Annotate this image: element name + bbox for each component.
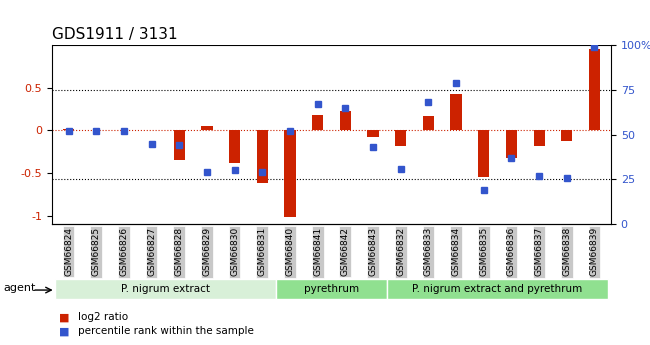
Bar (478, 130, 489, 177)
Bar (506, 130, 517, 158)
Text: ■: ■ (58, 313, 69, 322)
Bar (229, 130, 240, 163)
Bar (202, 126, 213, 130)
Text: P. nigrum extract and pyrethrum: P. nigrum extract and pyrethrum (412, 284, 582, 294)
Bar (561, 130, 572, 140)
Bar (367, 130, 378, 137)
Bar (534, 130, 545, 146)
FancyBboxPatch shape (55, 279, 276, 299)
Text: ■: ■ (58, 326, 69, 336)
Text: P. nigrum extract: P. nigrum extract (121, 284, 210, 294)
Bar (450, 95, 462, 130)
Text: log2 ratio: log2 ratio (78, 313, 128, 322)
Bar (422, 116, 434, 130)
Bar (174, 130, 185, 160)
Bar (395, 130, 406, 146)
Bar (285, 130, 296, 217)
Bar (589, 49, 600, 130)
Bar (257, 130, 268, 183)
Bar (340, 111, 351, 130)
Text: GDS1911 / 3131: GDS1911 / 3131 (52, 27, 177, 42)
FancyBboxPatch shape (276, 279, 387, 299)
Text: percentile rank within the sample: percentile rank within the sample (78, 326, 254, 336)
Text: pyrethrum: pyrethrum (304, 284, 359, 294)
Bar (312, 115, 323, 130)
Text: agent: agent (3, 283, 35, 293)
Bar (63, 129, 74, 130)
FancyBboxPatch shape (387, 279, 608, 299)
